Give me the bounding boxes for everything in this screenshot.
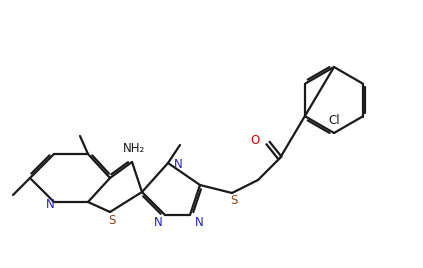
- Text: NH₂: NH₂: [123, 142, 145, 154]
- Text: Cl: Cl: [328, 114, 340, 128]
- Text: S: S: [108, 214, 115, 226]
- Text: N: N: [154, 217, 163, 229]
- Text: O: O: [251, 135, 260, 147]
- Text: N: N: [195, 217, 204, 229]
- Text: S: S: [230, 195, 238, 207]
- Text: N: N: [46, 198, 55, 210]
- Text: N: N: [174, 158, 183, 172]
